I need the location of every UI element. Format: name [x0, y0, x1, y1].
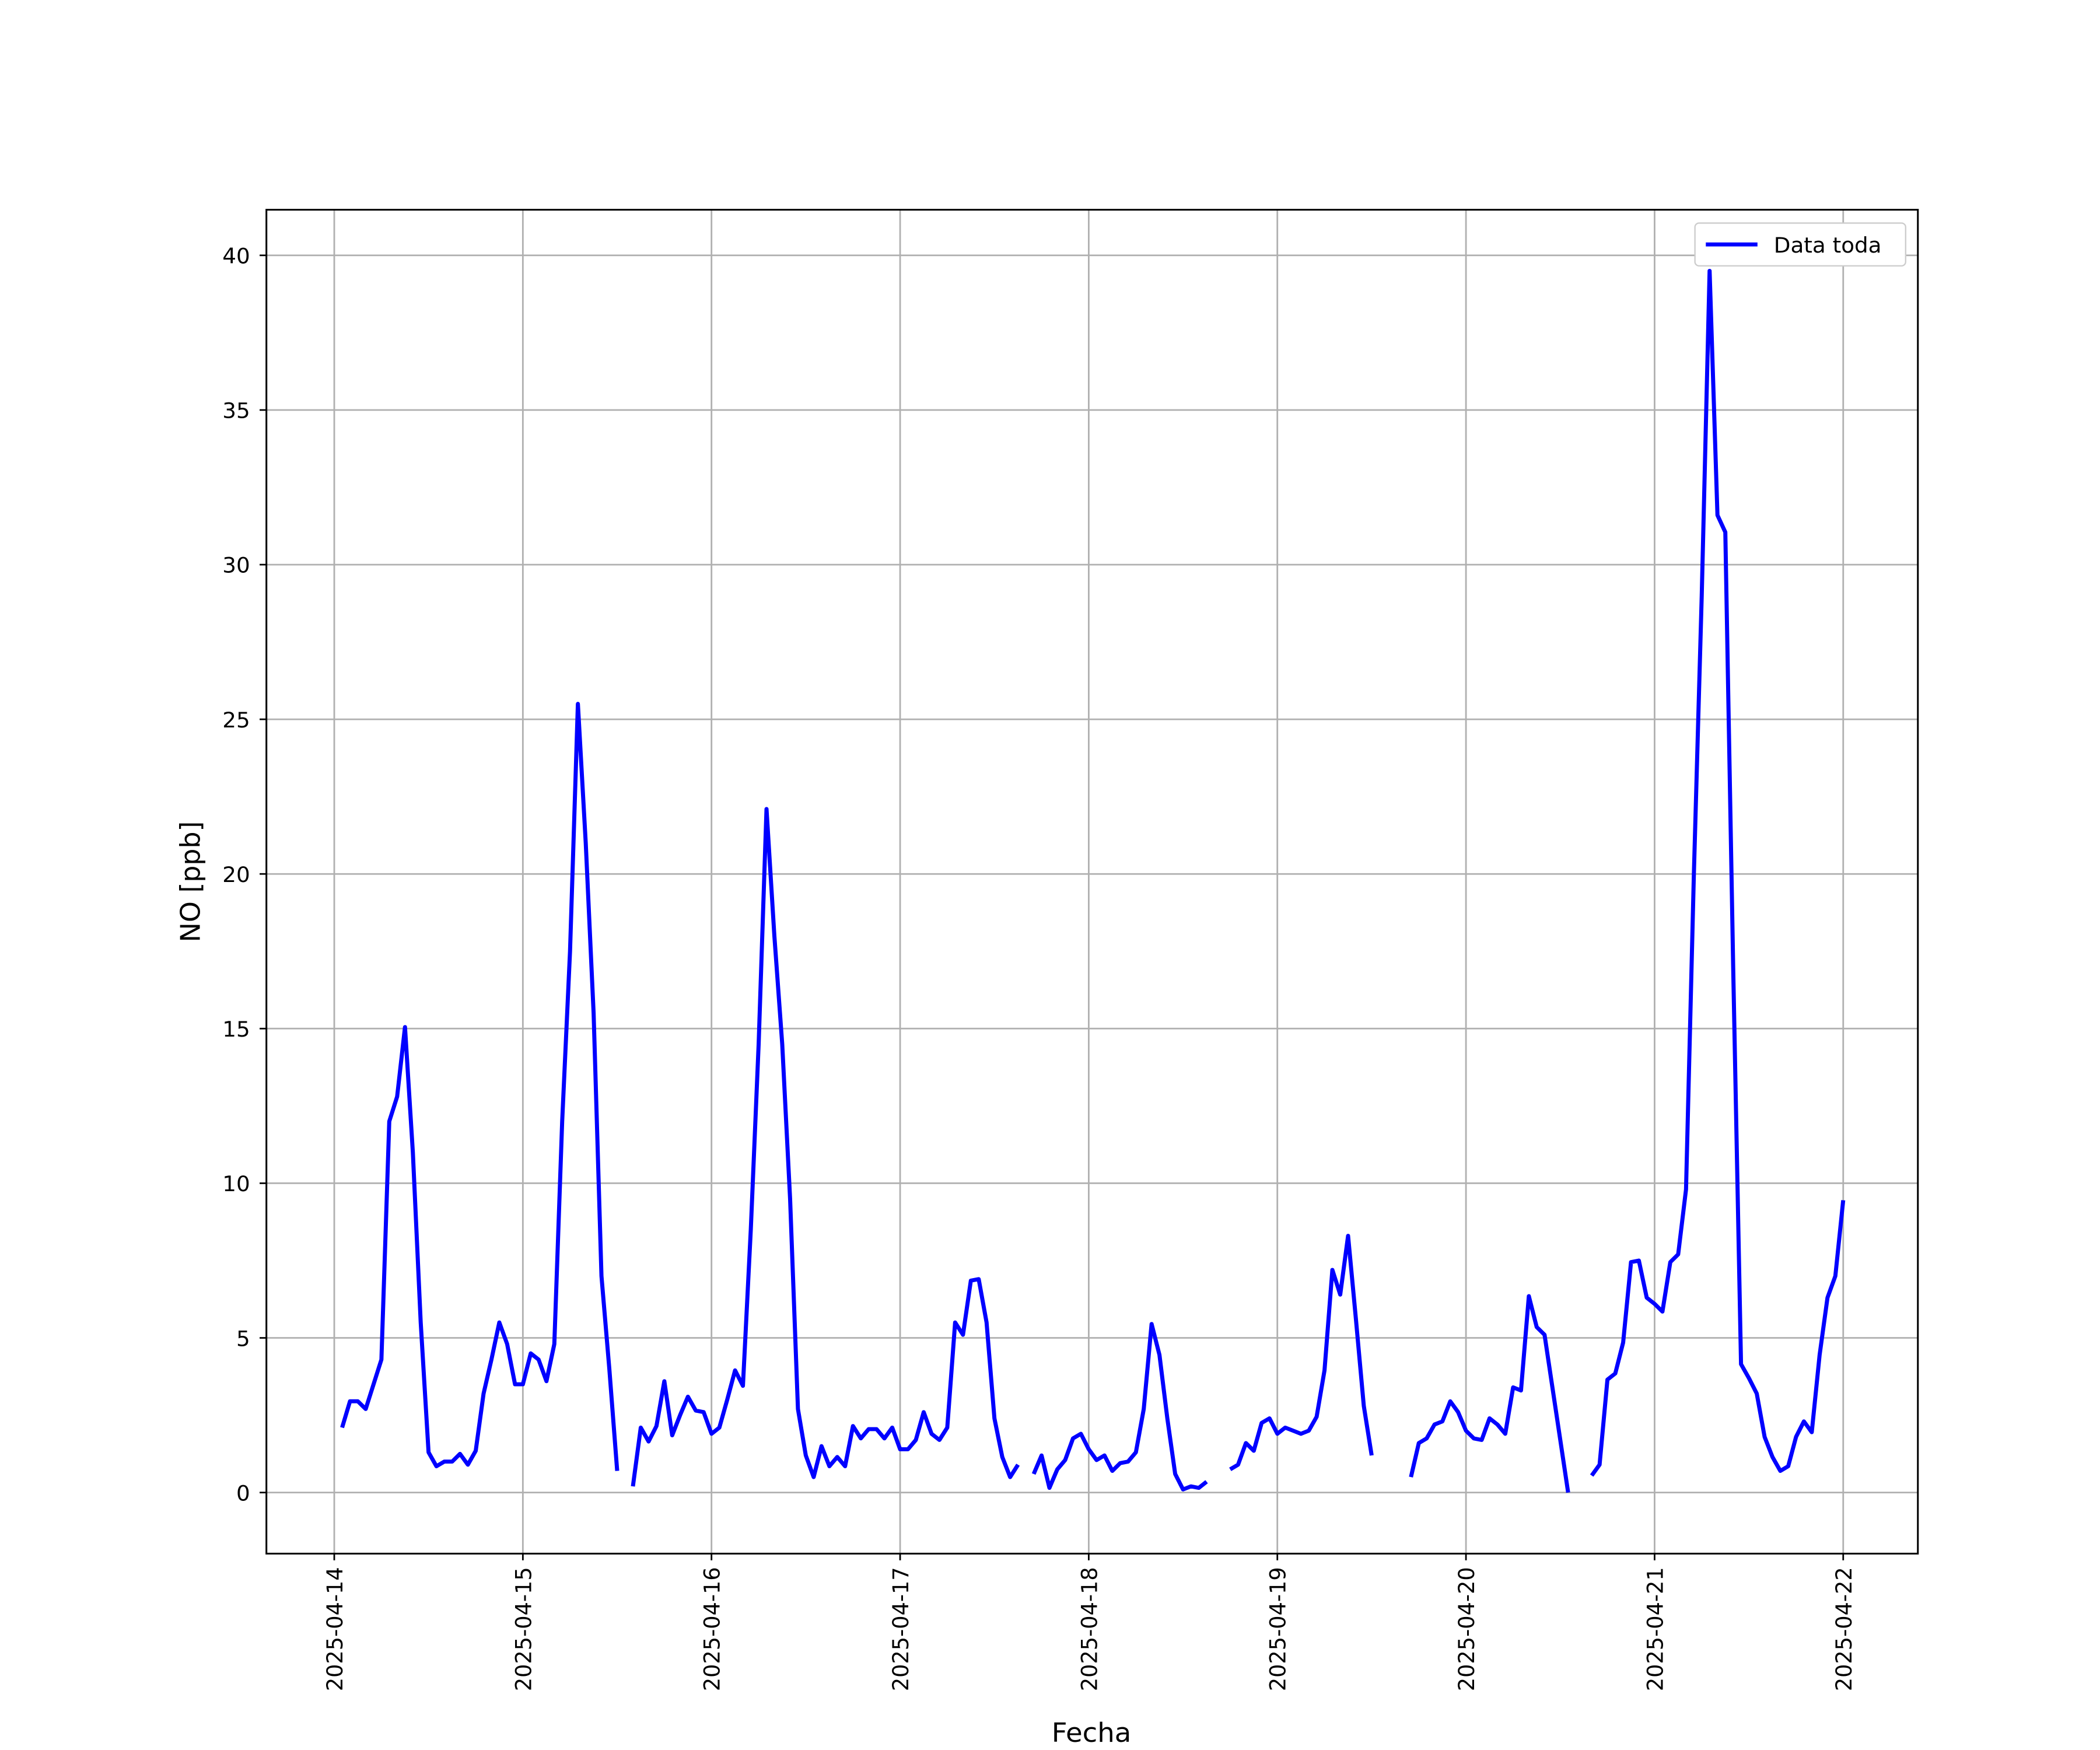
y-tick-label: 20	[222, 862, 250, 887]
y-tick-label: 40	[222, 244, 250, 269]
x-tick-label: 2025-04-22	[1831, 1567, 1856, 1691]
x-tick-label: 2025-04-17	[888, 1567, 914, 1691]
x-tick-label: 2025-04-18	[1077, 1567, 1102, 1691]
x-axis-label: Fecha	[1052, 1717, 1132, 1749]
legend: Data toda	[1694, 222, 1906, 267]
y-tick-label: 0	[236, 1481, 250, 1506]
x-tick-label: 2025-04-16	[699, 1567, 724, 1691]
y-tick-label: 10	[222, 1171, 250, 1196]
y-tick-label: 5	[236, 1326, 250, 1352]
x-tick-label: 2025-04-15	[511, 1567, 536, 1691]
x-tick-label: 2025-04-19	[1265, 1567, 1290, 1691]
plot-frame	[265, 209, 1919, 1555]
y-tick-label: 25	[222, 708, 250, 733]
legend-box	[1694, 222, 1906, 267]
legend-label: Data toda	[1774, 233, 1882, 258]
y-tick-label: 15	[222, 1017, 250, 1042]
x-tick-label: 2025-04-20	[1454, 1567, 1479, 1691]
y-tick-label: 30	[222, 553, 250, 578]
x-tick-label: 2025-04-14	[323, 1567, 348, 1691]
y-tick-label: 35	[222, 398, 250, 424]
y-axis-label: NO [ppb]	[174, 821, 206, 943]
data-line	[340, 268, 1846, 1493]
x-tick-label: 2025-04-21	[1643, 1567, 1668, 1691]
